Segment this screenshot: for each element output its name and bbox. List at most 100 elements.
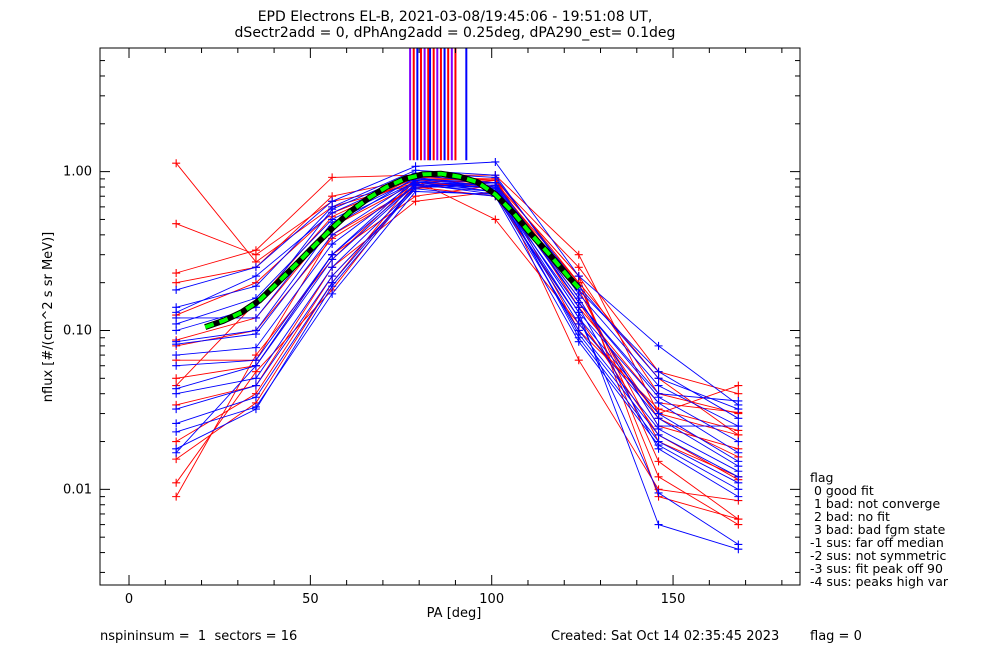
- series-line-red: [176, 186, 739, 481]
- data-point: [328, 205, 337, 214]
- data-point: [734, 515, 743, 524]
- series-line-blue: [176, 191, 739, 545]
- x-tick-label: 0: [125, 592, 133, 607]
- data-point: [328, 282, 337, 291]
- y-tick-label: 0.10: [63, 323, 92, 338]
- data-point: [734, 396, 743, 405]
- series-line-blue: [176, 172, 739, 410]
- fit-curve-outline: [204, 170, 582, 330]
- data-point: [251, 263, 260, 272]
- data-point: [654, 389, 663, 398]
- data-point: [734, 405, 743, 414]
- x-axis-label: PA [deg]: [427, 606, 482, 621]
- data-point: [734, 381, 743, 390]
- flag-legend: flag 0 good fit 1 bad: not converge 2 ba…: [810, 470, 949, 589]
- data-point: [574, 263, 583, 272]
- data-point: [654, 374, 663, 383]
- data-point: [251, 374, 260, 383]
- series-line-blue: [176, 161, 739, 406]
- data-point: [251, 313, 260, 322]
- series-line-blue: [176, 182, 739, 484]
- data-point: [172, 492, 181, 501]
- data-point: [172, 313, 181, 322]
- data-point: [172, 389, 181, 398]
- data-point: [172, 351, 181, 360]
- data-point: [491, 181, 500, 190]
- series-line-blue: [176, 181, 739, 427]
- data-point: [328, 250, 337, 259]
- data-point: [251, 343, 260, 352]
- data-point: [172, 340, 181, 349]
- legend-item: 2 bad: no fit: [810, 509, 890, 524]
- data-point: [251, 381, 260, 390]
- data-point: [734, 545, 743, 554]
- series-line-red: [175, 179, 739, 502]
- data-point: [654, 414, 663, 423]
- data-point: [491, 215, 500, 224]
- legend-item: 3 bad: bad fgm state: [810, 522, 946, 537]
- data-point: [328, 240, 337, 249]
- data-point: [251, 393, 260, 402]
- data-point: [251, 330, 260, 339]
- legend-title: flag: [810, 470, 833, 485]
- chart-title-line1: EPD Electrons EL-B, 2021-03-08/19:45:06 …: [258, 9, 653, 25]
- data-point: [654, 488, 663, 497]
- data-point: [654, 472, 663, 481]
- data-point: [251, 361, 260, 370]
- data-point: [734, 437, 743, 446]
- data-point: [411, 197, 420, 206]
- legend-item: 1 bad: not converge: [810, 496, 940, 511]
- data-point: [654, 422, 663, 431]
- data-point: [172, 285, 181, 294]
- data-point: [574, 294, 583, 303]
- y-axis-label: nflux [#/(cm^2 s sr MeV)]: [41, 232, 56, 402]
- x-tick-label: 100: [479, 592, 504, 607]
- footer-created: Created: Sat Oct 14 02:35:45 2023: [551, 629, 779, 644]
- data-point: [172, 427, 181, 436]
- data-point: [172, 326, 181, 335]
- data-point: [734, 492, 743, 501]
- fit-curve: [204, 171, 581, 329]
- data-point: [251, 272, 260, 281]
- series-line-red: [175, 182, 739, 484]
- data-point: [251, 282, 260, 291]
- data-point: [654, 457, 663, 466]
- plot-data: [172, 48, 743, 554]
- data-point: [172, 219, 181, 228]
- x-tick-label: 50: [302, 592, 319, 607]
- data-point: [172, 419, 181, 428]
- series-line-blue: [176, 183, 739, 472]
- data-point: [251, 246, 260, 255]
- series-line-red: [175, 179, 739, 520]
- legend-item: 0 good fit: [810, 483, 874, 498]
- data-point: [654, 381, 663, 390]
- footer-flag: flag = 0: [810, 629, 862, 644]
- data-point: [734, 422, 743, 431]
- series-line-red: [176, 182, 739, 478]
- data-point: [251, 405, 260, 414]
- legend-item: -4 sus: peaks high var: [810, 574, 949, 589]
- legend-item: -1 sus: far off median: [810, 535, 944, 550]
- series-line-blue: [176, 178, 739, 442]
- data-point: [172, 478, 181, 487]
- data-point: [654, 444, 663, 453]
- data-point: [172, 448, 181, 457]
- series-line-blue: [176, 188, 739, 490]
- data-point: [734, 389, 743, 398]
- series-line-red: [175, 178, 739, 460]
- series-line-red: [175, 176, 739, 413]
- data-point: [734, 485, 743, 494]
- data-point: [172, 278, 181, 287]
- y-tick-label: 0.01: [63, 482, 92, 497]
- data-point: [491, 173, 500, 182]
- data-point: [172, 405, 181, 414]
- series-line-blue: [175, 186, 739, 550]
- y-tick-label: 1.00: [63, 165, 92, 180]
- data-point: [172, 269, 181, 278]
- footer-spin-sectors: nspininsum = 1 sectors = 16: [100, 629, 297, 644]
- legend-item: -2 sus: not symmetric: [810, 548, 946, 563]
- legend-item: -3 sus: fit peak off 90: [810, 561, 943, 576]
- axes: 0 50 100 150 0.01 0.10 1.00: [63, 47, 800, 607]
- data-point: [654, 520, 663, 529]
